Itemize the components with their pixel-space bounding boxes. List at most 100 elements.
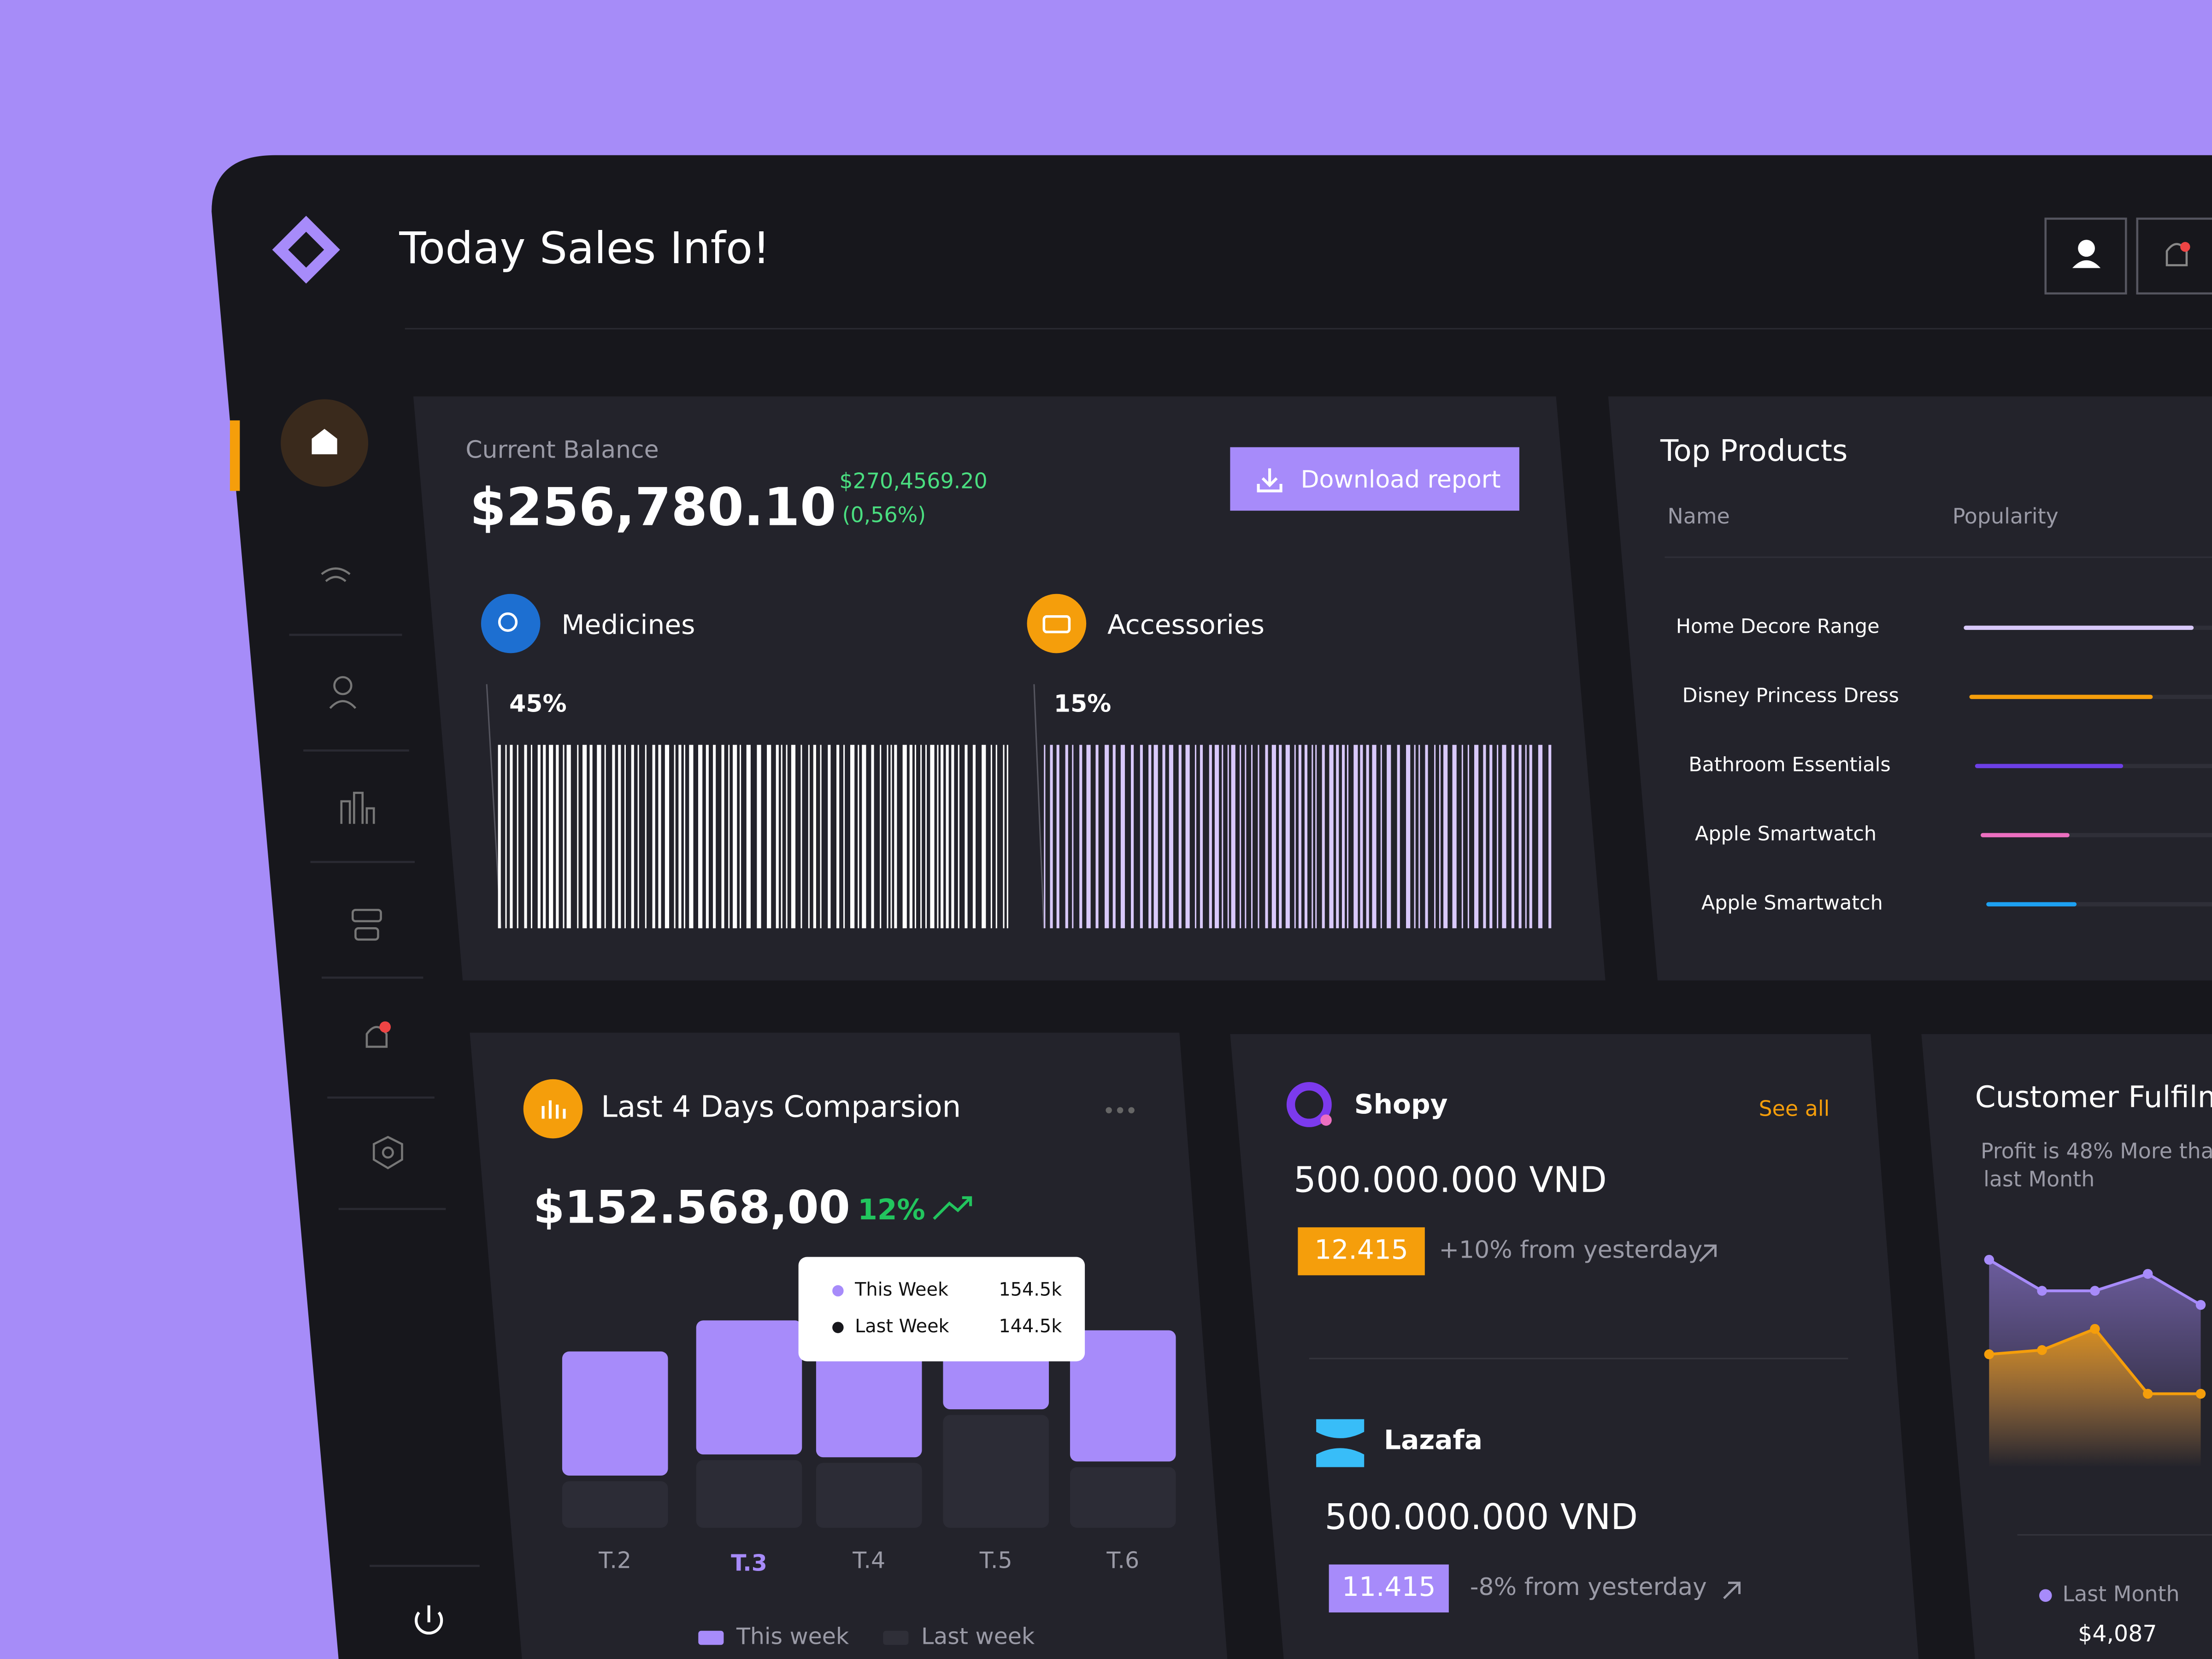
- barcode-line: [1294, 745, 1296, 929]
- segment-name: Medicines: [561, 609, 695, 640]
- marketplace-amount: 500.000.000 VND: [1294, 1159, 1607, 1200]
- users-icon[interactable]: [333, 676, 353, 695]
- page-title: Today Sales Info!: [399, 223, 770, 274]
- barcode-line: [887, 745, 888, 929]
- barcode-line: [537, 745, 541, 929]
- tooltip-dot: [832, 1285, 844, 1297]
- card-title: Top Products: [1660, 434, 1847, 468]
- badge: [1329, 1564, 1449, 1612]
- balance-amount: $256,780.10: [470, 477, 836, 537]
- barcode-line: [1529, 745, 1532, 929]
- barcode-line: [1169, 745, 1173, 929]
- notification-dot: [379, 1021, 391, 1033]
- chart-icon[interactable]: [340, 792, 375, 824]
- barcode-line: [524, 745, 527, 929]
- product-name: Home Decore Range: [1676, 615, 1880, 638]
- popularity-bar: [1980, 833, 2070, 837]
- see-all-link[interactable]: See all: [1759, 1096, 1830, 1121]
- shopy-logo: [1286, 1082, 1332, 1127]
- product-name: Apple Smartwatch: [1695, 823, 1877, 846]
- legend-total: $4,087: [2078, 1620, 2157, 1647]
- balance-change: $270,4569.20: [839, 468, 987, 493]
- barcode-line: [1271, 745, 1276, 929]
- sidebar-dividers: [289, 634, 480, 1567]
- barcode-line: [1452, 745, 1457, 929]
- barcode-line: [498, 745, 501, 929]
- badge-value: 11.415: [1342, 1571, 1436, 1602]
- barcode-line: [941, 745, 944, 929]
- barcode-line: [597, 745, 601, 929]
- legend-label: Last Month: [2063, 1582, 2180, 1606]
- barcode-line: [820, 745, 822, 929]
- barcode-line: [1329, 745, 1334, 929]
- barcode-line: [1240, 745, 1241, 929]
- barcode-line: [1006, 745, 1008, 929]
- bar: [562, 1481, 668, 1528]
- comparison-icon: [541, 1100, 566, 1119]
- barcode-line: [1502, 745, 1506, 929]
- tooltip-dot: [832, 1322, 844, 1333]
- product-name: Bathroom Essentials: [1688, 753, 1890, 777]
- bar: [943, 1415, 1049, 1528]
- barcode-line: [1120, 745, 1125, 929]
- layout-icon[interactable]: [352, 909, 382, 923]
- barcode-line: [894, 745, 897, 929]
- barcode-line: [871, 745, 874, 929]
- barcode-line: [589, 745, 593, 929]
- barcode-line: [1209, 745, 1212, 929]
- segment-divider: [1033, 684, 1045, 929]
- barcode-line: [1072, 745, 1074, 929]
- area: [1989, 1329, 2201, 1467]
- barcode-line: [1086, 745, 1091, 929]
- column-header: Popularity: [1953, 504, 2059, 529]
- barcode-line: [1258, 745, 1259, 929]
- barcode-line: [828, 745, 831, 929]
- tooltip: [798, 1257, 1085, 1362]
- product-name: Disney Princess Dress: [1683, 684, 1899, 707]
- barcode-line: [652, 745, 655, 929]
- segment-share: 45%: [509, 690, 567, 718]
- arrow-icon: [1699, 1244, 1717, 1262]
- bar: [696, 1320, 802, 1455]
- barcode-line: [1153, 745, 1158, 929]
- settings-icon[interactable]: [372, 1135, 403, 1170]
- profile-button[interactable]: [2044, 218, 2127, 295]
- barcode-line: [728, 745, 730, 929]
- barcode-line: [1251, 745, 1253, 929]
- barcode-line: [1538, 745, 1543, 929]
- barcode-line: [1439, 745, 1441, 929]
- more-menu[interactable]: [1106, 1107, 1135, 1113]
- power-button[interactable]: [415, 1605, 443, 1635]
- bar: [696, 1460, 802, 1528]
- barcode-line: [1397, 745, 1400, 929]
- barcode-line: [1178, 745, 1182, 929]
- barcode-line: [721, 745, 724, 929]
- tooltip-value: 144.5k: [999, 1316, 1062, 1337]
- wifi-icon[interactable]: [321, 567, 351, 582]
- balance-label: Current Balance: [465, 436, 659, 464]
- barcode-line: [1279, 745, 1282, 929]
- barcode-line: [1050, 745, 1053, 929]
- marketplace-change: +10% from yesterday: [1439, 1236, 1702, 1264]
- barcode-line: [645, 745, 647, 929]
- active-indicator: [229, 420, 240, 491]
- barcode-line: [1406, 745, 1411, 929]
- shopy-logo: [1320, 1114, 1332, 1126]
- marketplace-name: Shopy: [1354, 1088, 1448, 1120]
- point: [2037, 1286, 2047, 1296]
- bell-icon[interactable]: [365, 1026, 388, 1048]
- barcode-line: [1312, 745, 1313, 929]
- barcode-line: [1511, 745, 1515, 929]
- bar: [816, 1344, 922, 1458]
- barcode-line: [1214, 745, 1219, 929]
- download-button[interactable]: [1230, 447, 1519, 511]
- popularity-bar: [1964, 625, 2194, 630]
- notification-button[interactable]: [2136, 218, 2212, 295]
- barcode-line: [1131, 745, 1134, 929]
- barcode-line: [624, 745, 626, 929]
- barcode-line: [556, 745, 559, 929]
- barcode-line: [1140, 745, 1143, 929]
- barcode-line: [757, 745, 761, 929]
- barcode-line: [683, 745, 685, 929]
